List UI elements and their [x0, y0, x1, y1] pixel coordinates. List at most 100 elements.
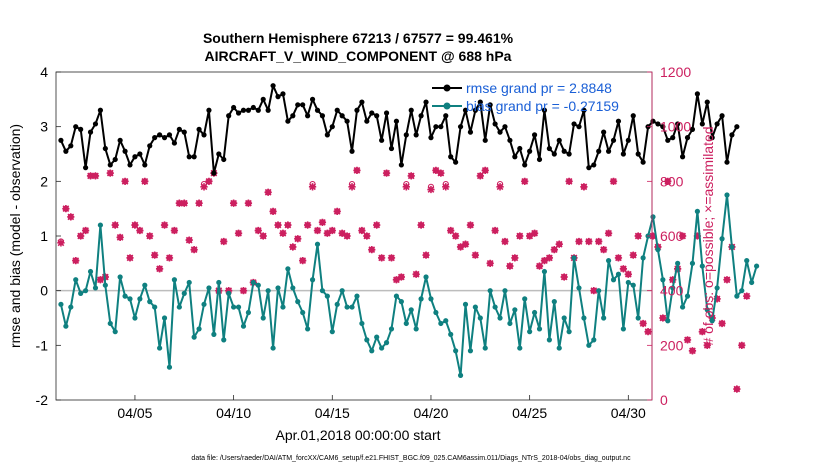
rmse-point	[531, 132, 538, 138]
obs-assimilated-marker	[323, 229, 331, 237]
bias-point	[58, 301, 64, 307]
bias-point	[734, 293, 740, 299]
obs-assimilated-marker	[590, 287, 598, 295]
obs-assimilated-marker	[580, 183, 588, 191]
bias-point	[265, 288, 271, 294]
rmse-point	[605, 148, 612, 154]
rmse-point	[122, 148, 128, 154]
bias-point	[684, 293, 691, 299]
obs-assimilated-marker	[353, 166, 361, 175]
bias-point	[418, 296, 424, 302]
obs-assimilated-marker	[200, 183, 208, 191]
bias-point	[383, 340, 390, 346]
rmse-point	[369, 110, 375, 116]
bias-point	[739, 288, 745, 294]
rmse-point	[556, 137, 562, 143]
rmse-point	[457, 124, 464, 130]
bias-point	[507, 320, 513, 327]
rmse-point	[566, 151, 572, 157]
bias-point	[630, 282, 636, 288]
obs-assimilated-marker	[595, 237, 603, 246]
obs-assimilated-marker	[185, 236, 193, 244]
obs-assimilated-marker	[338, 229, 346, 237]
rmse-point	[724, 159, 730, 165]
bias-point	[260, 315, 266, 321]
bias-point	[665, 318, 671, 324]
rmse-point	[551, 151, 557, 157]
obs-assimilated-marker	[106, 169, 114, 177]
bias-point	[457, 372, 464, 378]
data-file-footer: data file: /Users/raeder/DAI/ATM_forcXX/…	[191, 455, 631, 462]
obs-assimilated-marker	[116, 233, 124, 242]
rmse-point	[487, 102, 493, 108]
obs-assimilated-marker	[81, 226, 90, 235]
y-left-tick-label: -2	[36, 392, 49, 408]
bias-point	[97, 222, 104, 228]
rmse-point	[561, 148, 567, 154]
obs-assimilated-marker	[723, 276, 731, 284]
rmse-point	[729, 132, 735, 138]
rmse-point	[610, 137, 617, 143]
bias-point	[596, 288, 602, 294]
rmse-point	[443, 113, 449, 119]
obs-assimilated-marker	[303, 221, 312, 229]
obs-assimilated-marker	[521, 177, 529, 185]
obs-assimilated-marker	[96, 276, 105, 284]
rmse-point	[650, 118, 656, 124]
rmse-point	[97, 107, 104, 113]
rmse-point	[127, 162, 133, 168]
obs-assimilated-marker	[62, 205, 70, 213]
rmse-point	[319, 113, 326, 119]
rmse-point	[546, 145, 552, 152]
bias-point	[63, 323, 69, 329]
bias-point	[640, 255, 646, 261]
rmse-point	[699, 121, 705, 127]
x-tick-label: 04/25	[512, 405, 547, 421]
obs-assimilated-marker	[126, 254, 134, 262]
obs-assimilated-marker	[432, 166, 440, 175]
bias-point	[329, 329, 335, 335]
bias-point	[704, 307, 710, 313]
obs-assimilated-marker	[165, 254, 174, 262]
obs-assimilated-marker	[373, 221, 381, 229]
bias-point	[221, 337, 227, 343]
rmse-point	[497, 129, 503, 135]
obs-assimilated-marker	[160, 221, 169, 229]
bias-point	[714, 285, 720, 291]
rmse-point	[171, 140, 178, 146]
obs-assimilated-marker	[693, 232, 702, 240]
legend-bias-label: bias grand pr = -0.27159	[466, 98, 619, 114]
rmse-point	[58, 137, 64, 143]
bias-point	[487, 288, 493, 294]
bias-point	[379, 345, 385, 351]
obs-assimilated-marker	[279, 229, 287, 237]
bias-point	[428, 296, 434, 302]
rmse-point	[704, 99, 710, 105]
obs-assimilated-marker	[634, 232, 642, 240]
rmse-point	[423, 99, 429, 105]
bias-point	[166, 364, 173, 370]
rmse-point	[482, 137, 488, 143]
rmse-point	[640, 159, 646, 165]
bias-point	[339, 288, 345, 294]
bias-point	[142, 282, 148, 288]
obs-assimilated-marker	[496, 183, 504, 191]
rmse-point	[63, 148, 69, 154]
bias-point	[576, 285, 582, 291]
bias-point	[137, 296, 143, 302]
rmse-point	[675, 121, 681, 127]
rmse-point	[186, 154, 192, 160]
bias-point	[314, 241, 321, 247]
bias-point	[102, 282, 108, 288]
rmse-point	[512, 154, 518, 160]
obs-assimilated-marker	[624, 270, 632, 278]
obs-assimilated-marker	[550, 246, 558, 254]
bias-point	[753, 263, 760, 269]
bias-point	[729, 244, 735, 250]
bias-point	[83, 288, 89, 294]
bias-point	[502, 288, 508, 294]
rmse-point	[403, 132, 409, 138]
y-left-tick-label: 3	[40, 119, 48, 135]
rmse-point	[344, 118, 350, 124]
bias-point	[675, 260, 681, 266]
